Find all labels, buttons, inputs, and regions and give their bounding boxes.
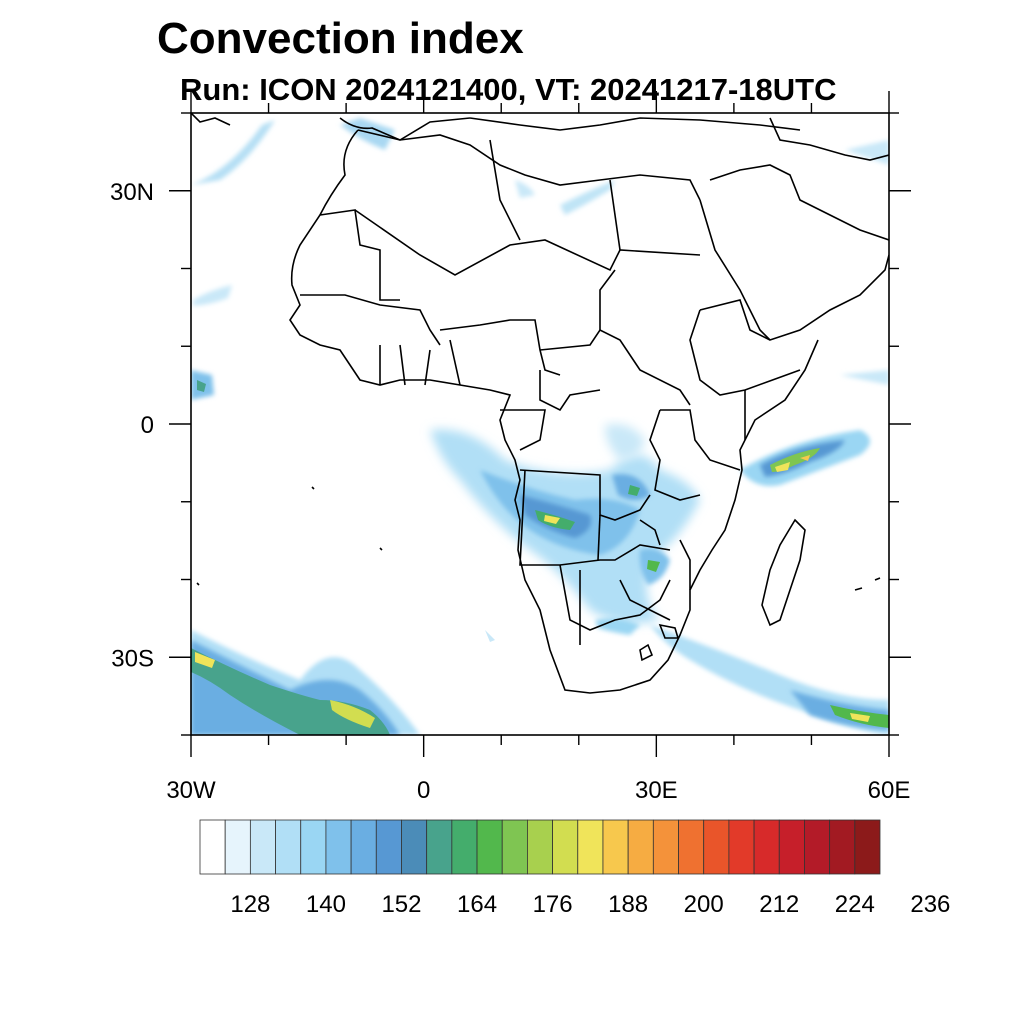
y-tick-label: 30N (110, 179, 154, 206)
colorbar-swatch (552, 819, 579, 875)
colorbar-label: 236 (910, 891, 950, 918)
colorbar-swatch (829, 819, 856, 875)
colorbar-swatch (602, 819, 629, 875)
colorbar-swatch (703, 819, 730, 875)
colorbar-swatch (249, 819, 276, 875)
y-tick-label: 0 (141, 412, 154, 439)
map-frame (190, 112, 890, 736)
colorbar-swatch (678, 819, 705, 875)
colorbar-swatch (476, 819, 503, 875)
colorbar-label: 188 (608, 891, 648, 918)
colorbar-label: 224 (835, 891, 875, 918)
colorbar-swatch (804, 819, 831, 875)
colorbar-label: 152 (381, 891, 421, 918)
colorbar-swatch (451, 819, 478, 875)
colorbar-label: 164 (457, 891, 497, 918)
colorbar-swatch (199, 819, 226, 875)
x-tick-label: 60E (868, 777, 911, 804)
colorbar-swatch (300, 819, 327, 875)
colorbar-swatch (426, 819, 453, 875)
y-tick-label: 30S (111, 645, 154, 672)
x-tick-label: 30W (166, 777, 216, 804)
colorbar-swatch (854, 819, 881, 875)
colorbar-swatch (627, 819, 654, 875)
chart-title: Convection index (157, 14, 524, 63)
x-tick-label: 30E (635, 777, 678, 804)
colorbar-swatch (375, 819, 402, 875)
colorbar-swatch (350, 819, 377, 875)
colorbar: 128 140 152 164 176 188 200 212 224 236 (199, 819, 950, 918)
chart-subtitle: Run: ICON 2024121400, VT: 20241217-18UTC (180, 72, 837, 107)
x-tick-label: 0 (417, 777, 430, 804)
colorbar-swatch (778, 819, 805, 875)
axis-ticks (169, 91, 911, 757)
colorbar-swatch (275, 819, 302, 875)
colorbar-swatch (728, 819, 755, 875)
colorbar-swatch (401, 819, 428, 875)
colorbar-label: 176 (533, 891, 573, 918)
colorbar-label: 140 (306, 891, 346, 918)
colorbar-swatch (527, 819, 553, 875)
axis-tick-labels: 30W 0 30E 60E 30N 0 30S (110, 179, 910, 804)
colorbar-swatch (325, 819, 352, 875)
colorbar-swatch (224, 819, 251, 875)
colorbar-swatch (753, 819, 780, 875)
colorbar-swatch (652, 819, 679, 875)
convection-field (191, 118, 889, 735)
coastlines-and-borders (191, 113, 889, 694)
colorbar-swatch (577, 819, 604, 875)
colorbar-label: 128 (230, 891, 270, 918)
colorbar-swatch (501, 819, 528, 875)
colorbar-label: 200 (684, 891, 724, 918)
colorbar-label: 212 (759, 891, 799, 918)
